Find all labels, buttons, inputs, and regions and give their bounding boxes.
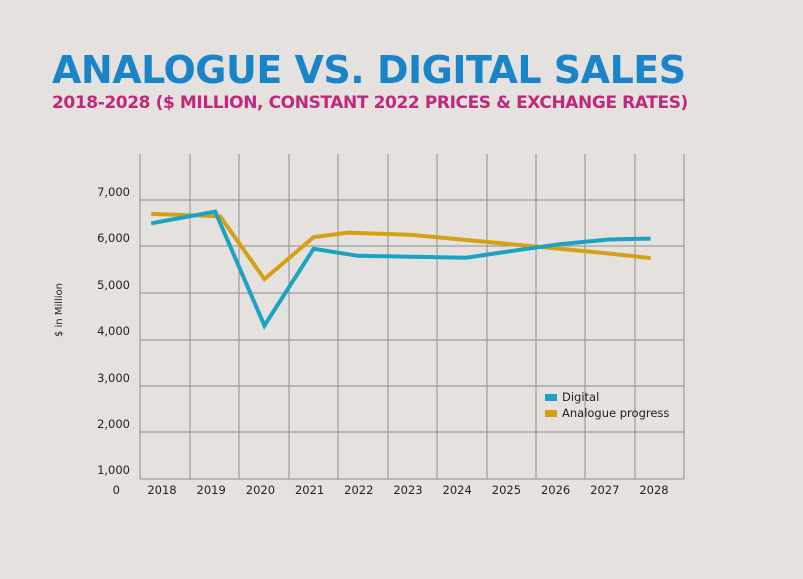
x-tick-label: 2019 <box>197 483 226 497</box>
y-tick-label: 0 <box>113 483 120 497</box>
y-tick-label: 1,000 <box>97 463 130 477</box>
legend-label: Digital <box>562 390 599 404</box>
x-tick-label: 2026 <box>541 483 570 497</box>
y-tick-label: 3,000 <box>97 371 130 385</box>
y-tick-label: 6,000 <box>97 231 130 245</box>
x-tick-label: 2028 <box>639 483 668 497</box>
x-tick-labels: 2018 2019 2020 2021 2022 2023 2024 2025 2026 2027… <box>147 483 668 497</box>
series-lines <box>150 209 651 330</box>
grid-lines <box>139 154 685 480</box>
legend-swatch <box>545 394 557 401</box>
x-tick-label: 2022 <box>344 483 373 497</box>
x-tick-label: 2021 <box>295 483 324 497</box>
series-line-digital <box>150 209 651 330</box>
x-tick-label: 2020 <box>246 483 275 497</box>
y-tick-label: 2,000 <box>97 417 130 431</box>
legend: Digital Analogue progress <box>545 390 669 420</box>
x-tick-label: 2023 <box>393 483 422 497</box>
x-tick-label: 2025 <box>492 483 521 497</box>
y-axis-label: $ in Million <box>54 283 65 337</box>
x-tick-label: 2018 <box>147 483 176 497</box>
legend-label: Analogue progress <box>562 406 669 420</box>
legend-swatch <box>545 410 557 417</box>
series-line-analogue-progress <box>151 211 651 283</box>
y-tick-label: 5,000 <box>97 278 130 292</box>
chart-title: ANALOGUE VS. DIGITAL SALES <box>52 48 686 92</box>
y-tick-labels: 0 1,000 2,000 3,000 4,000 5,000 6,000 7,000 <box>97 185 130 497</box>
x-tick-label: 2027 <box>590 483 619 497</box>
y-tick-label: 7,000 <box>97 185 130 199</box>
y-tick-label: 4,000 <box>97 324 130 338</box>
x-tick-label: 2024 <box>443 483 472 497</box>
chart-subtitle: 2018-2028 ($ MILLION, CONSTANT 2022 PRIC… <box>52 93 688 113</box>
